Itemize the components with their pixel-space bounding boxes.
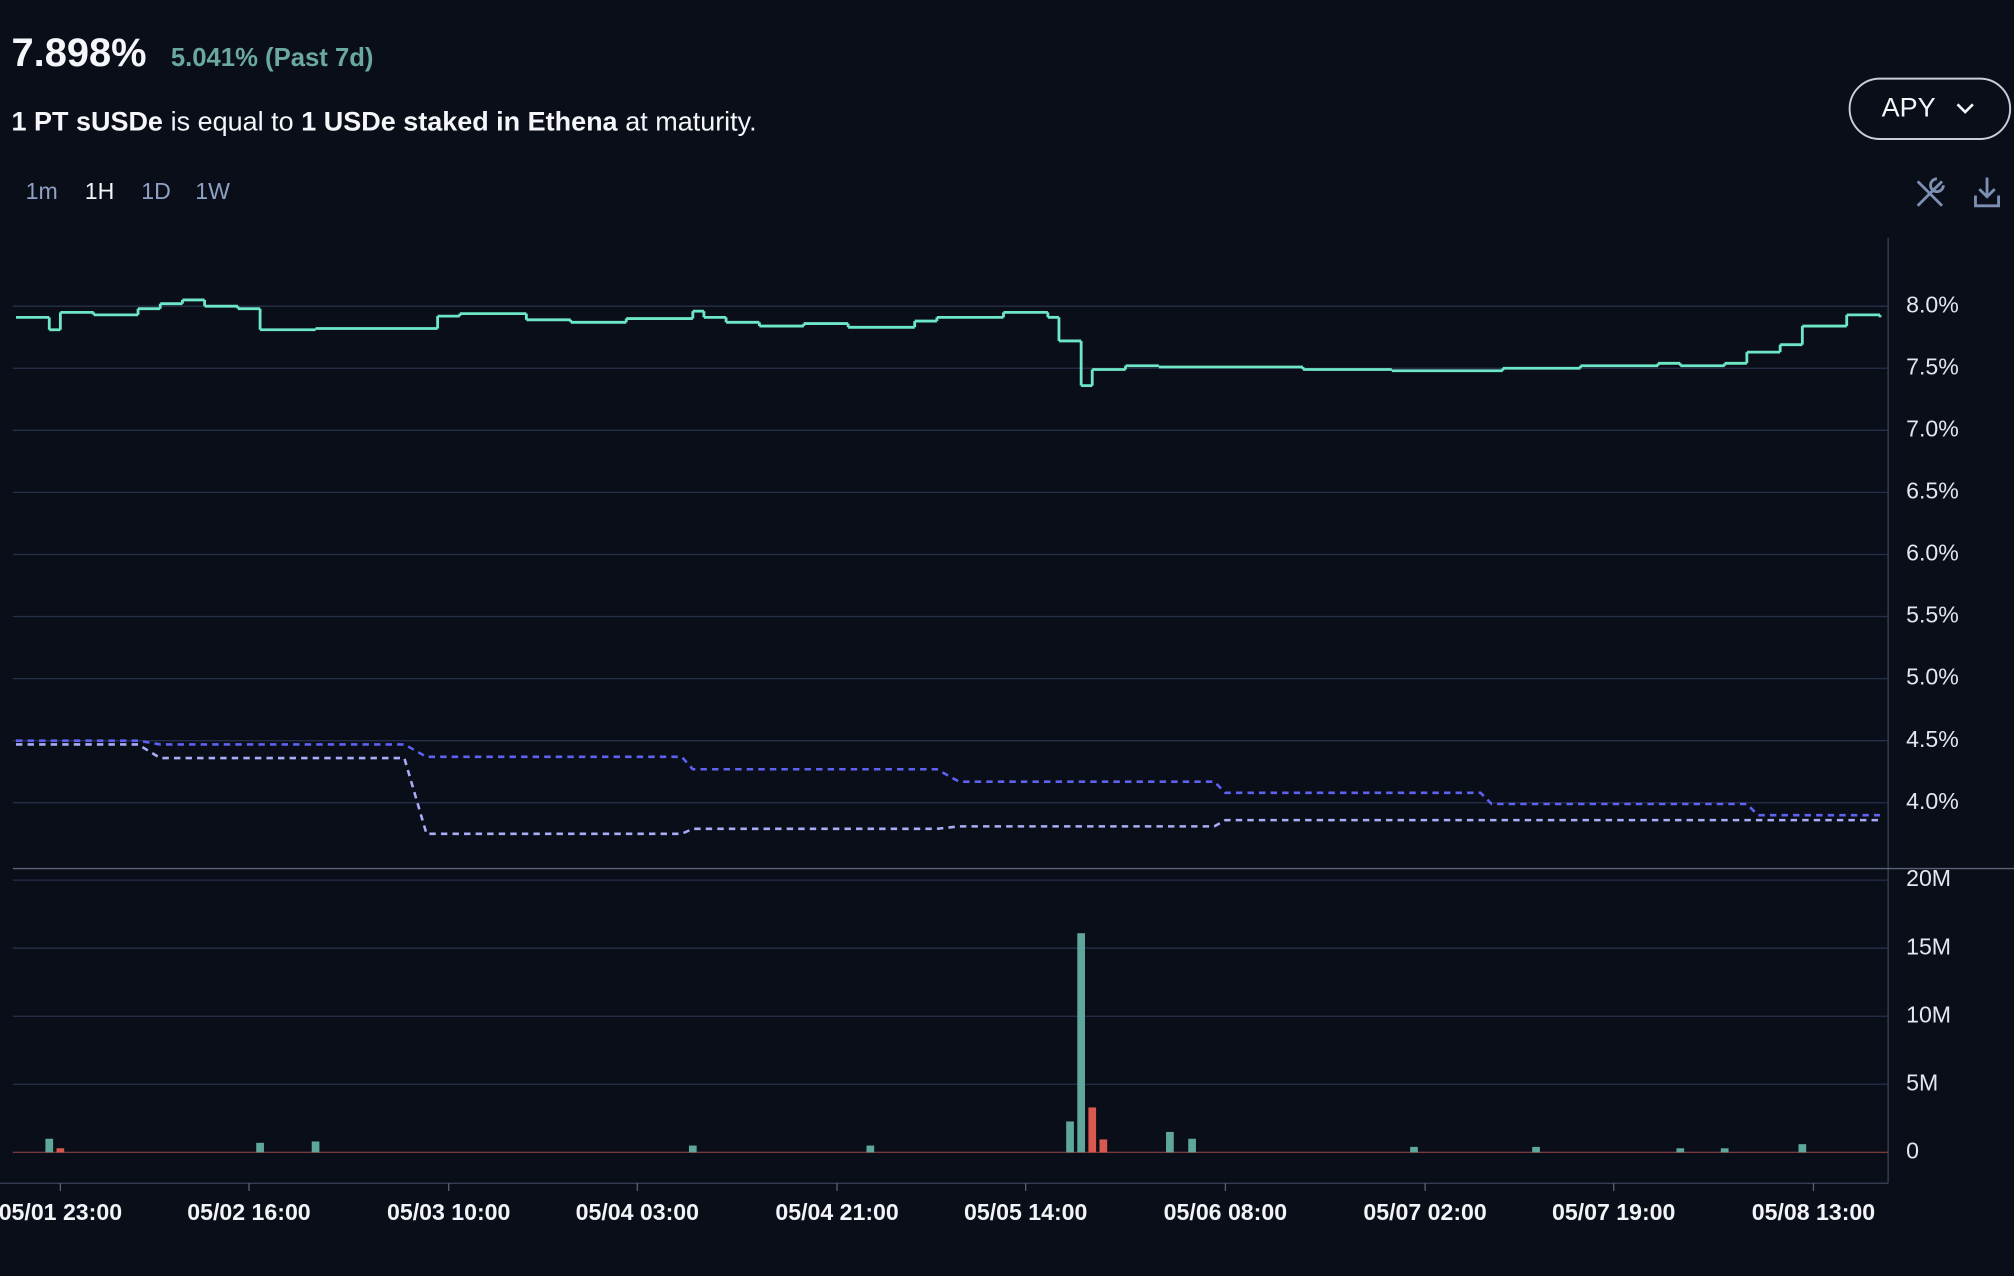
download-icon[interactable] (1974, 177, 2000, 208)
volume-bar (1166, 1131, 1174, 1153)
description-bold: 1 PT sUSDe (12, 107, 163, 137)
timeframe-button[interactable]: 1W (195, 178, 230, 204)
x-tick-label: 05/07 02:00 (1363, 1199, 1486, 1225)
volume-bar (1720, 1148, 1729, 1153)
x-tick-label: 05/04 21:00 (775, 1199, 898, 1225)
x-tick-label: 05/06 08:00 (1164, 1199, 1287, 1225)
metric-button[interactable]: APY (1848, 77, 2012, 140)
timeframe-button[interactable]: 1H (85, 178, 115, 204)
volume-bar (256, 1142, 264, 1153)
x-tick-label: 05/04 03:00 (576, 1199, 699, 1225)
volume-bar (1410, 1146, 1418, 1153)
volume-bar (1066, 1121, 1074, 1153)
y-tick-label: 4.5% (1906, 726, 1959, 752)
y-tick-label: 6.0% (1906, 540, 1959, 566)
y-tick-label: 5M (1906, 1069, 1938, 1095)
volume-bar (866, 1145, 875, 1153)
volume-bar (1532, 1146, 1540, 1153)
tools-glyph[interactable] (1916, 177, 1945, 207)
tools-icon[interactable] (1916, 177, 1945, 207)
y-tick-label: 7.0% (1906, 415, 1959, 441)
y-tick-label: 20M (1906, 865, 1951, 891)
description-bold: 1 USDe staked in Ethena (301, 107, 618, 137)
y-tick-label: 5.5% (1906, 602, 1959, 628)
rate-change: 5.041% (Past 7d) (171, 44, 374, 72)
download-glyph[interactable] (1974, 177, 2000, 208)
plot: 4.0% 4.5% 5.0% 5.5% 6.0% 6.5% 7.0% 7.5% 8.0% 0 5M 1… (0, 291, 1959, 1225)
y-tick-label: 5.0% (1906, 664, 1959, 690)
x-tick-label: 05/02 16:00 (187, 1199, 310, 1225)
volume-bar (688, 1145, 697, 1153)
y-tick-label: 10M (1906, 1001, 1951, 1027)
volume-bar (1188, 1138, 1196, 1153)
y-tick-label: 6.5% (1906, 478, 1959, 504)
volume-bar (311, 1141, 320, 1153)
volume-bar (1798, 1144, 1807, 1153)
dashed-line (15, 739, 1881, 817)
chevron-icon[interactable] (1956, 103, 1974, 114)
volume-bar (45, 1138, 54, 1153)
description-text: is equal to (171, 107, 294, 137)
x-tick-label: 05/03 10:00 (387, 1199, 510, 1225)
y-tick-label: 4.0% (1906, 788, 1959, 814)
button-label[interactable]: APY (1882, 93, 1936, 123)
y-tick-label: 7.5% (1906, 353, 1959, 379)
timeframe-button[interactable]: 1m (26, 178, 58, 204)
volume-bar (1077, 933, 1085, 1153)
description-text: at maturity. (625, 107, 756, 137)
y-tick-label: 8.0% (1906, 291, 1959, 317)
volume-bar (56, 1148, 65, 1153)
x-tick-label: 05/07 19:00 (1552, 1199, 1675, 1225)
button-outline[interactable] (1848, 77, 2012, 140)
description: 1 PT sUSDe is equal to 1 USDe staked in Et… (12, 107, 757, 137)
y-tick-label: 0 (1906, 1137, 1919, 1163)
y-tick-label: 15M (1906, 933, 1951, 959)
volume-bar (1099, 1139, 1108, 1153)
x-tick-label: 05/08 13:00 (1752, 1199, 1875, 1225)
timeframe-button[interactable]: 1D (141, 178, 171, 204)
dashed-line (15, 743, 1881, 836)
x-tick-label: 05/01 23:00 (0, 1199, 122, 1225)
volume-bar (1088, 1107, 1097, 1153)
volume-bar (1676, 1148, 1685, 1153)
current-rate: 7.898% (12, 31, 147, 75)
x-tick-label: 05/05 14:00 (964, 1199, 1087, 1225)
